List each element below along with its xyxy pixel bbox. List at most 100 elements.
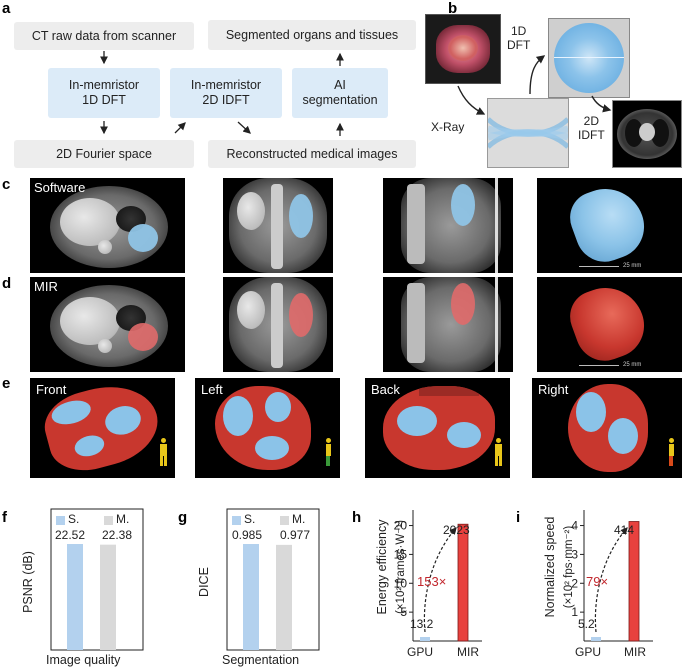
overlay-right-view: Right [532, 378, 682, 478]
panel-label-c: c [2, 176, 11, 193]
chart-i-tick-label-2: 2 [571, 576, 578, 590]
ai-segmentation-box: AI segmentation [292, 68, 388, 118]
chart-h: 5 10 15 20 [394, 510, 482, 642]
chart-h-tick-label-15: 15 [394, 547, 408, 561]
chart-i-bar-gpu [591, 637, 601, 641]
chart-i-yunit: (×10² fps·mm⁻²) [563, 525, 575, 609]
panel-label-e: e [2, 375, 11, 392]
arrow-idft-to-reconstructed [237, 121, 251, 134]
chart-f-legend-s: S. [68, 512, 80, 526]
chart-g-legend-s: S. [244, 512, 256, 526]
chart-i-tick-label-3: 3 [571, 547, 578, 561]
mir-row-label: MIR [34, 279, 58, 294]
memristor-1d-dft-box: In-memristor 1D DFT [48, 68, 160, 118]
reconstructed-ct-panel [612, 100, 682, 168]
chart-i-tick-label-4: 4 [571, 519, 578, 533]
chart-h-data-label-mir: 2023 [443, 523, 470, 537]
orientation-figure-front [158, 438, 168, 466]
chart-g-legend-swatch-m [280, 516, 289, 525]
mir-sagittal-ct [383, 277, 513, 372]
chart-i-tick-label-1: 1 [571, 605, 578, 619]
chart-f-legend-swatch-m [104, 516, 113, 525]
dft-label: 1D DFT [507, 24, 531, 52]
mir-coronal-ct [223, 277, 333, 372]
chart-h-ylabel: Energy efficiency [375, 519, 389, 615]
view-label-front: Front [36, 382, 67, 397]
software-axial-ct: Software [30, 178, 185, 273]
panel-label-b: b [448, 0, 458, 17]
chart-i-data-label-mir: 414 [614, 523, 635, 537]
chart-i: 1 2 3 4 [571, 510, 653, 642]
panel-label-i: i [516, 509, 521, 526]
chart-g-data-label-s: 0.985 [232, 528, 263, 542]
reconstructed-images-box: Reconstructed medical images [208, 140, 416, 168]
overlay-left-view: Left [195, 378, 340, 478]
chart-h-xlabel-gpu: GPU [407, 645, 434, 659]
chart-f-frame [50, 508, 144, 651]
chart-h-bar-gpu [420, 637, 430, 641]
chart-i-xlabel-gpu: GPU [575, 645, 602, 659]
mir-axial-ct: MIR [30, 277, 185, 372]
chart-i-data-label-gpu: 5.2 [578, 617, 595, 631]
chart-f-data-label-m: 22.38 [102, 528, 133, 542]
chart-i-xlabel-mir: MIR [624, 645, 646, 659]
ct-raw-box: CT raw data from scanner [14, 22, 194, 50]
chart-i-ylabel: Normalized speed [543, 516, 557, 618]
scale-label-d: 25 mm [623, 362, 642, 368]
chart-h-xlabel-mir: MIR [457, 645, 479, 659]
orientation-figure-left [323, 438, 333, 466]
chart-h-tick-label-10: 10 [394, 576, 408, 590]
software-coronal-ct [223, 178, 333, 273]
sinogram-panel [487, 98, 569, 168]
panel-label-a: a [2, 0, 11, 17]
software-sagittal-ct [383, 178, 513, 273]
3d-thorax-render [425, 14, 501, 84]
chart-i-bar-mir-outline [628, 521, 640, 642]
flow-arrows [100, 51, 344, 136]
chart-i-bar-mir [629, 521, 639, 641]
chart-f [50, 508, 144, 651]
mir-3d-spleen: 25 mm [537, 277, 682, 372]
software-3d-spleen: 25 mm [537, 178, 682, 273]
arrow-fourier-to-idft [174, 122, 186, 134]
idft-label: 2D IDFT [578, 114, 605, 142]
chart-g-legend-m: M. [292, 512, 306, 526]
schematic-arrows [457, 55, 612, 115]
view-label-back: Back [371, 382, 400, 397]
chart-g-data-label-m: 0.977 [280, 528, 311, 542]
chart-g-frame [226, 508, 320, 651]
panel-label-g: g [178, 509, 188, 526]
chart-h-tick-label-5: 5 [400, 605, 407, 619]
chart-h-yunit: (×10² frames·W⁻¹) [395, 520, 407, 614]
chart-f-bar-m [100, 544, 116, 650]
chart-f-bar-s [67, 544, 83, 650]
panel-label-h: h [352, 509, 362, 526]
segmented-organs-box: Segmented organs and tissues [208, 20, 416, 50]
chart-f-data-label-s: 22.52 [55, 528, 86, 542]
chart-g [226, 508, 320, 651]
orientation-figure-right [666, 438, 676, 466]
panel-label-d: d [2, 275, 12, 292]
overlay-front-view: Front [30, 378, 175, 478]
chart-i-annotation: 79× [586, 574, 609, 589]
memristor-2d-idft-box: In-memristor 2D IDFT [170, 68, 282, 118]
chart-g-xlabel: Segmentation [222, 653, 300, 667]
chart-h-annotation: 153× [417, 574, 447, 589]
view-label-right: Right [538, 382, 569, 397]
chart-h-data-label-gpu: 13.2 [410, 617, 434, 631]
chart-g-ylabel: DICE [197, 567, 211, 597]
chart-h-bar-mir [458, 524, 468, 641]
chart-f-ylabel: PSNR (dB) [21, 551, 35, 613]
fourier-spectrum-panel [548, 18, 630, 98]
chart-g-legend-swatch-s [232, 516, 241, 525]
chart-g-bar-m [276, 544, 292, 650]
chart-g-bar-s [243, 544, 259, 650]
chart-f-legend-swatch-s [56, 516, 65, 525]
xray-label: X-Ray [431, 120, 465, 134]
scale-label-c: 25 mm [623, 263, 642, 269]
overlay-back-view: Back [365, 378, 510, 478]
panel-label-f: f [2, 509, 7, 526]
view-label-left: Left [201, 382, 223, 397]
chart-f-xlabel: Image quality [46, 653, 121, 667]
chart-h-bar-mir-outline [457, 523, 469, 642]
